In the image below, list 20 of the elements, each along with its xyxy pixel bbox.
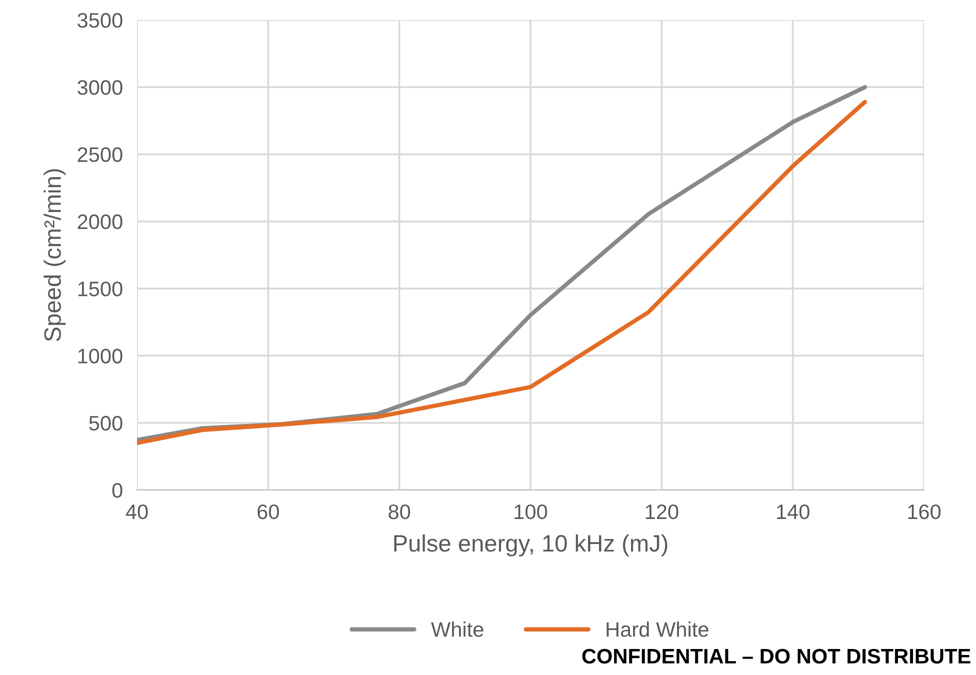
x-tick-label: 100 — [514, 504, 548, 520]
y-tick-label: 1000 — [78, 348, 122, 364]
y-tick-label: 500 — [89, 416, 122, 431]
y-axis-title: Speed (cm²/min) — [44, 169, 66, 342]
y-tick-label: 2500 — [78, 147, 122, 162]
y-tick-label: 2000 — [78, 214, 122, 230]
text: CONFIDENTIAL – DO NOT DISTRIBUTE — [582, 648, 970, 664]
x-tick-label: 40 — [126, 504, 148, 520]
y-tick-label: 1500 — [78, 282, 122, 296]
y-tick-label: 0 — [112, 483, 122, 498]
y-tick-label: 3500 — [78, 13, 122, 28]
x-tick-label: 120 — [646, 504, 678, 520]
x-axis-title: Pulse energy, 10 kHz (mJ) — [394, 534, 668, 556]
legend-label: Hard White — [606, 622, 708, 637]
x-tick-label: 60 — [258, 504, 279, 520]
x-tick-label: 80 — [388, 504, 410, 520]
y-tick-label: 3000 — [78, 80, 122, 95]
legend-label: White — [431, 622, 484, 637]
x-tick-label: 140 — [777, 504, 810, 520]
x-tick-label: 160 — [908, 504, 941, 520]
